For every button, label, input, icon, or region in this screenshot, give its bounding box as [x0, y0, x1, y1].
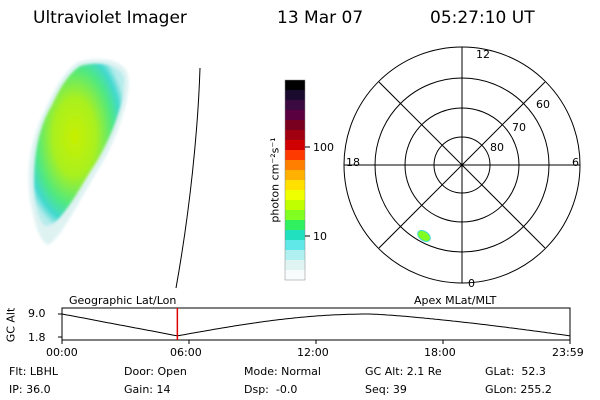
- lat-label-60: 60: [536, 98, 550, 111]
- colorbar-segment: [285, 180, 305, 191]
- time-label: 05:27:10 UT: [430, 8, 535, 28]
- colorbar-segment: [285, 240, 305, 251]
- colorbar-segment: [285, 260, 305, 271]
- gain-value: Gain: 14: [124, 383, 171, 396]
- aurora-spot: [417, 230, 431, 242]
- mode-value: Mode: Normal: [244, 365, 321, 378]
- geographic-label: Geographic Lat/Lon: [69, 294, 177, 307]
- mlt-label-0: 0: [468, 277, 475, 290]
- seq-value: Seq: 39: [365, 383, 407, 396]
- colorbar-label-10: 10: [313, 230, 327, 243]
- instrument-title: Ultraviolet Imager: [33, 8, 187, 28]
- colorbar-segment: [285, 90, 305, 101]
- colorbar-segment: [285, 130, 305, 141]
- color-scale-bar: [285, 80, 305, 281]
- colorbar-segment: [285, 190, 305, 201]
- colorbar-segment: [285, 170, 305, 181]
- colorbar-segment: [285, 220, 305, 231]
- mlt-label-6: 6: [572, 156, 579, 169]
- xtick-06: 06:00: [170, 346, 202, 359]
- dsp-value: Dsp: -0.0: [244, 383, 298, 396]
- colorbar-segment: [285, 120, 305, 131]
- colorbar-segment: [285, 200, 305, 211]
- colorbar-segment: [285, 160, 305, 171]
- timeline-frame: [61, 307, 571, 341]
- timeline-xticks: [61, 340, 571, 344]
- mlt-label-18: 18: [346, 156, 360, 169]
- lat-label-70: 70: [512, 121, 526, 134]
- colorbar-segment: [285, 150, 305, 161]
- earth-image: [28, 58, 201, 289]
- xtick-12: 12:00: [297, 346, 329, 359]
- xtick-18: 18:00: [424, 346, 456, 359]
- timeline-plot: [58, 307, 571, 344]
- polar-dial: [343, 46, 581, 284]
- colorbar-segment: [285, 270, 305, 281]
- colorbar-segment: [285, 110, 305, 121]
- colorbar-unit-label: photon cm⁻²s⁻¹: [268, 137, 282, 223]
- door-status: Door: Open: [124, 365, 187, 378]
- colorbar-segment: [285, 250, 305, 261]
- date-label: 13 Mar 07: [277, 8, 364, 28]
- colorbar-segment: [285, 140, 305, 151]
- mlt-label-12: 12: [476, 48, 490, 61]
- filter-value: Flt: LBHL: [9, 365, 58, 378]
- gc-alt-value: GC Alt: 2.1 Re: [365, 365, 442, 378]
- colorbar-segment: [285, 230, 305, 241]
- apex-label: Apex MLat/MLT: [414, 294, 497, 307]
- ytick-9: 9.0: [28, 307, 46, 320]
- lat-label-80: 80: [490, 141, 504, 154]
- colorbar-segment: [285, 80, 305, 91]
- ytick-1-8: 1.8: [28, 331, 46, 344]
- color-scale-frame: [284, 79, 306, 281]
- xtick-2359: 23:59: [552, 346, 584, 359]
- glat-value: GLat: 52.3: [485, 365, 546, 378]
- colorbar-segment: [285, 100, 305, 111]
- xtick-00: 00:00: [46, 346, 78, 359]
- altitude-curve: [61, 313, 571, 337]
- glon-value: GLon: 255.2: [485, 383, 552, 396]
- polar-diagonal-2: [378, 81, 546, 249]
- timeline-ylabel: GC Alt: [4, 307, 18, 343]
- ip-value: IP: 36.0: [9, 383, 51, 396]
- colorbar-label-100: 100: [313, 141, 334, 154]
- colorbar-segment: [285, 210, 305, 221]
